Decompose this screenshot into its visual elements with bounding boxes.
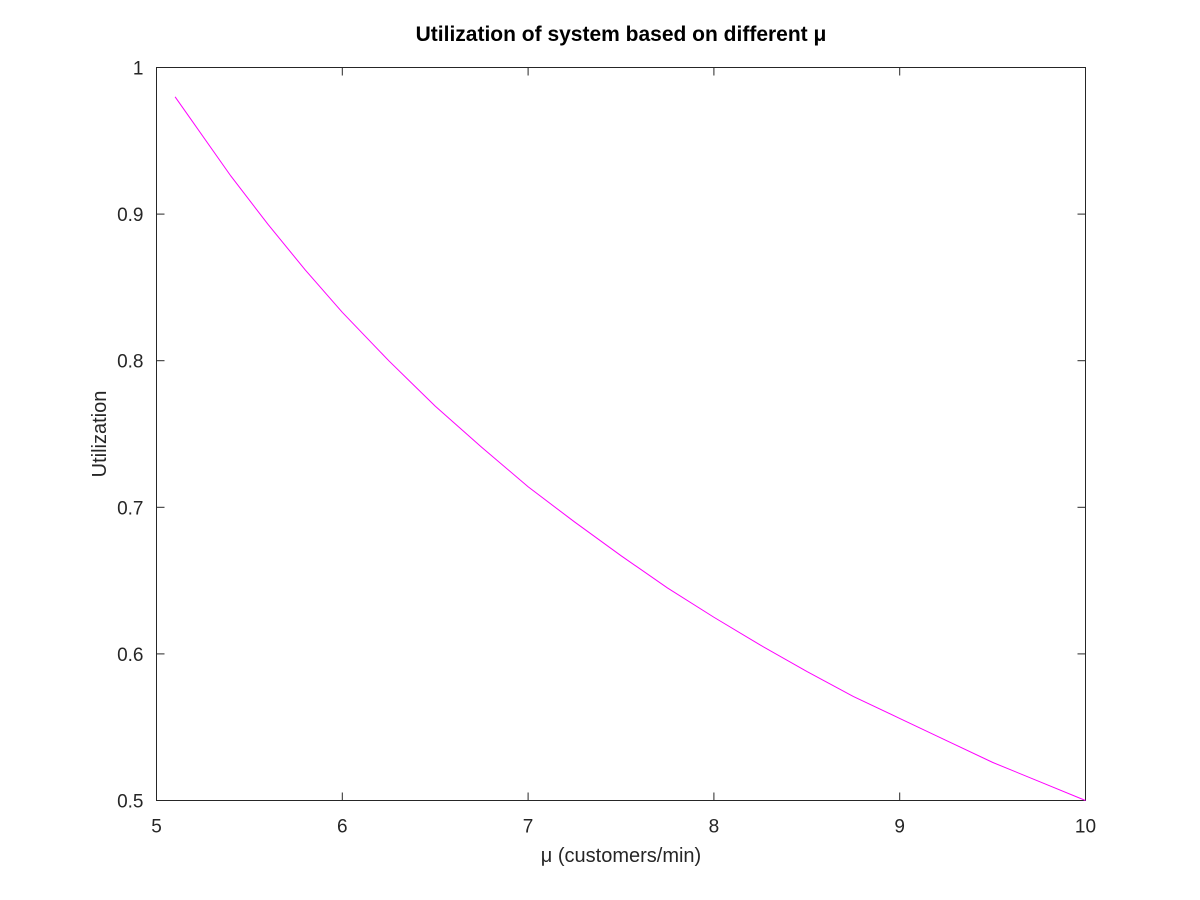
x-tick-label: 5 [151, 817, 162, 838]
y-tick-label: 0.9 [117, 205, 143, 226]
x-tick-label: 10 [1075, 817, 1096, 838]
y-axis-label: Utilization [89, 391, 111, 478]
series-layer [174, 96, 1086, 801]
x-tick-label: 7 [523, 817, 534, 838]
x-tick-label: 8 [709, 817, 720, 838]
x-axis-label: μ (customers/min) [541, 845, 701, 867]
x-tick-label: 6 [337, 817, 348, 838]
axis-ticks: 5 6 7 8 9 10 0.5 0.6 0.7 0.8 0.9 1 [117, 59, 1096, 838]
chart-title: Utilization of system based on different… [416, 23, 827, 46]
y-tick-label: 0.7 [117, 498, 143, 519]
y-tick-label: 0.8 [117, 352, 143, 373]
series-line [174, 96, 1086, 801]
x-tick-label: 9 [894, 817, 905, 838]
y-tick-label: 0.5 [117, 792, 143, 813]
plot-frame [156, 67, 1086, 801]
y-tick-label: 1 [133, 59, 144, 80]
y-tick-label: 0.6 [117, 645, 143, 666]
